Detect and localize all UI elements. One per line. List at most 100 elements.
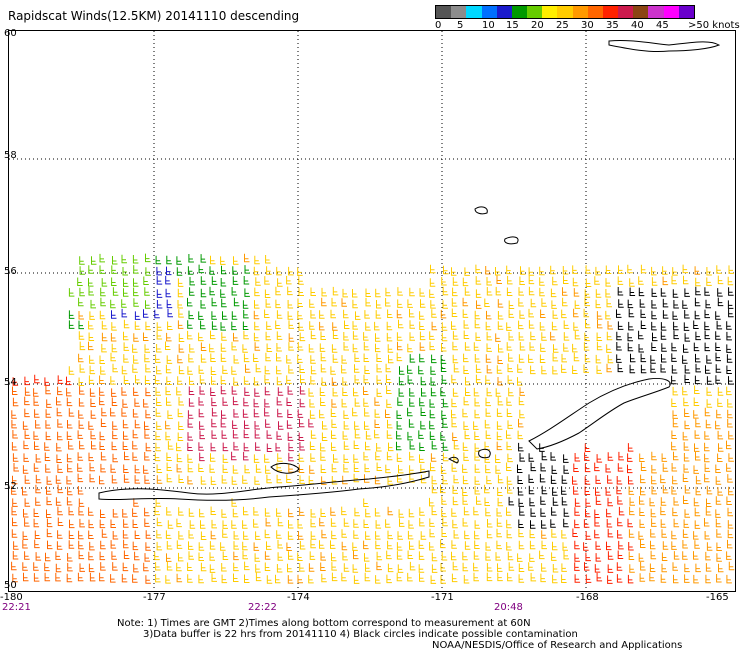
wind-barb: [628, 486, 635, 495]
wind-barb: [320, 552, 326, 561]
wind-barb: [233, 297, 240, 307]
wind-barb: [496, 441, 503, 451]
wind-barb: [508, 562, 515, 571]
wind-barb: [407, 530, 414, 540]
wind-barb: [221, 509, 227, 518]
wind-barb: [332, 354, 339, 363]
wind-barb: [220, 278, 227, 287]
wind-barb: [627, 264, 633, 274]
wind-barb: [442, 286, 449, 296]
wind-barb: [496, 528, 502, 538]
wind-barb: [341, 398, 348, 408]
wind-barb: [88, 320, 94, 330]
wind-barb: [574, 553, 580, 562]
wind-barb: [574, 540, 580, 550]
wind-barb: [154, 309, 160, 319]
wind-barb: [486, 277, 492, 286]
wind-barb: [99, 572, 105, 582]
wind-barb: [551, 321, 558, 331]
wind-barb: [673, 551, 680, 560]
wind-barb: [110, 407, 116, 417]
wind-barb: [649, 563, 656, 572]
scale-swatch-8: [557, 6, 573, 18]
wind-barb: [442, 300, 448, 309]
wind-barb: [354, 429, 361, 439]
wind-barb: [430, 264, 436, 274]
wind-barb: [518, 418, 524, 428]
wind-barb: [277, 408, 283, 418]
wind-barb: [462, 297, 469, 307]
wind-barb: [387, 506, 394, 516]
wind-barb: [266, 266, 272, 275]
wind-barb: [420, 474, 427, 484]
wind-barb: [409, 561, 416, 571]
wind-barb: [79, 266, 86, 275]
wind-barb: [309, 399, 315, 408]
wind-barb: [409, 308, 415, 318]
wind-barb: [112, 509, 119, 518]
wind-barb: [418, 540, 425, 549]
wind-barb: [629, 278, 635, 287]
wind-barb: [79, 518, 85, 528]
wind-barb: [508, 387, 514, 397]
wind-barb: [728, 561, 735, 571]
wind-barb: [419, 442, 425, 451]
wind-barb: [662, 298, 669, 308]
lon-label-171: -171: [431, 592, 454, 603]
wind-barb: [45, 552, 51, 562]
wind-barb: [442, 475, 448, 485]
wind-barb: [178, 474, 184, 483]
wind-barb: [660, 497, 667, 506]
wind-barb: [563, 343, 569, 352]
wind-barb: [211, 418, 217, 428]
wind-barb: [419, 321, 425, 330]
wind-barb: [156, 475, 163, 484]
wind-barb: [616, 562, 623, 571]
lat-label-54: 54: [4, 377, 17, 388]
wind-barb: [133, 563, 139, 573]
wind-barb: [651, 310, 657, 320]
wind-barb: [374, 508, 381, 517]
wind-barb: [353, 530, 359, 539]
wind-barb: [429, 399, 435, 408]
wind-barb: [474, 486, 481, 495]
wind-barb: [243, 531, 249, 540]
wind-barb: [56, 541, 63, 550]
wind-barb: [475, 332, 481, 341]
wind-barb: [176, 256, 182, 265]
wind-barb: [34, 409, 40, 418]
wind-barb: [46, 476, 53, 485]
wind-barb: [77, 463, 83, 472]
wind-barb: [198, 264, 205, 274]
wind-barb: [409, 465, 415, 474]
wind-barb: [123, 319, 130, 329]
wind-barb: [265, 419, 271, 428]
wind-barb: [420, 376, 427, 386]
wind-barb: [331, 419, 337, 428]
wind-barb: [584, 353, 591, 363]
map-title: Rapidscat Winds(12.5KM) 20141110 descend…: [8, 9, 300, 23]
wind-barb: [616, 354, 622, 363]
wind-barb: [68, 310, 75, 319]
wind-barb: [188, 398, 195, 407]
wind-barb: [79, 287, 85, 297]
wind-barb: [506, 408, 513, 417]
wind-barb: [660, 574, 667, 583]
scale-label-10: >50 knots: [688, 20, 740, 31]
wind-barb: [529, 529, 536, 539]
wind-barb: [431, 564, 438, 573]
wind-barb: [365, 297, 371, 307]
wind-barb: [728, 287, 734, 296]
wind-barb: [463, 330, 470, 339]
wind-barb: [143, 399, 149, 408]
wind-barb: [90, 410, 97, 419]
wind-barb: [297, 310, 303, 320]
wind-barb: [704, 463, 711, 472]
wind-barb: [331, 344, 338, 353]
wind-barb: [187, 410, 194, 419]
wind-barb: [298, 432, 305, 441]
wind-barb: [310, 365, 317, 375]
wind-barb: [671, 398, 677, 407]
wind-barb: [67, 463, 73, 473]
wind-barb: [728, 376, 734, 385]
